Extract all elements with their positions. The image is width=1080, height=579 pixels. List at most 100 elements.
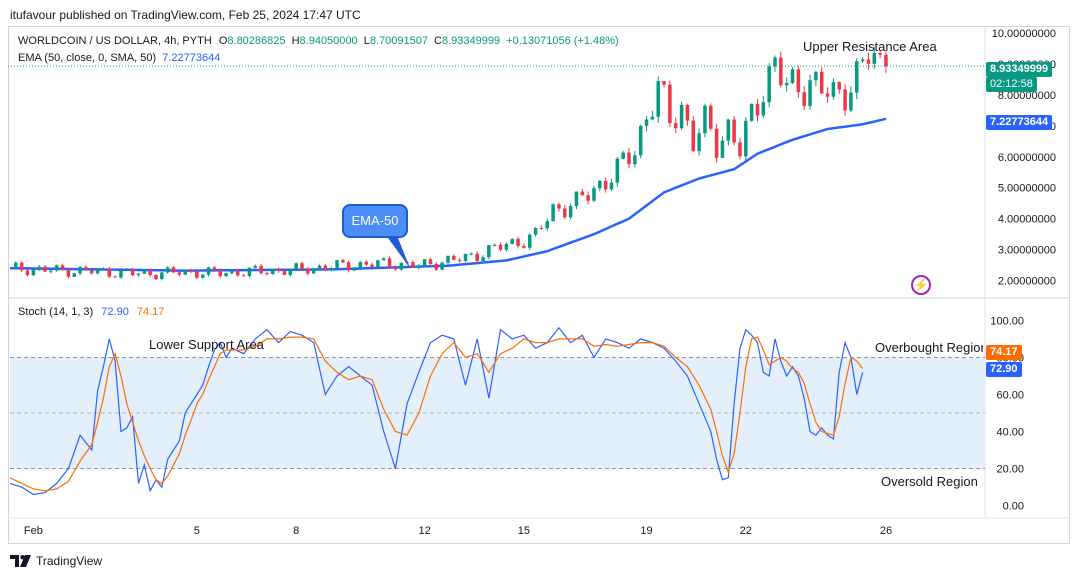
ema-callout-pointer [388, 238, 410, 268]
stoch-tick-label: 20.00 [996, 464, 1024, 476]
candle-body [417, 265, 421, 268]
candle-body [790, 69, 795, 83]
close-value: 8.93349999 [441, 35, 501, 47]
tradingview-logo-icon [10, 555, 31, 567]
candle-body [609, 182, 614, 190]
candle-body [230, 270, 234, 274]
candle-body [557, 204, 561, 209]
candle-body [224, 273, 228, 277]
candle-body [95, 268, 100, 274]
candle-body [872, 52, 877, 64]
candle-body [66, 269, 71, 277]
candle-body [300, 263, 304, 269]
candle-body [516, 238, 520, 246]
stoch-tick-label: 100.00 [990, 315, 1024, 327]
candle-body [200, 274, 205, 278]
tradingview-brand: TradingView [36, 554, 103, 568]
candle-body [510, 238, 514, 244]
low-value: 8.70091507 [369, 35, 428, 47]
stoch-k-legend-value: 72.90 [101, 306, 129, 318]
candle-body [276, 268, 281, 272]
candle-body [107, 268, 112, 277]
symbol-name: WORLDCOIN / US DOLLAR, 4h, PYTH [18, 35, 212, 47]
stoch-d-tag: 74.17 [986, 345, 1022, 360]
change-value: +0.13071056 (+1.48%) [506, 35, 619, 47]
candle-body [709, 105, 713, 129]
candle-body [177, 272, 182, 275]
candle-body [563, 208, 567, 218]
lightning-icon[interactable]: ⚡ [911, 275, 931, 295]
symbol-legend[interactable]: WORLDCOIN / US DOLLAR, 4h, PYTH O8.80286… [18, 35, 619, 47]
candle-body [603, 180, 608, 190]
stoch-legend[interactable]: Stoch (14, 1, 3) 72.90 74.17 [18, 306, 164, 318]
price-tick-label: 10.00000000 [992, 28, 1056, 40]
candle-body [49, 270, 53, 272]
candle-body [878, 52, 882, 55]
ema-50-line [10, 117, 887, 272]
candle-body [703, 105, 707, 134]
high-label: H [291, 35, 300, 47]
candle-body [866, 59, 871, 64]
time-tick-label: 12 [418, 525, 430, 537]
candle-body [463, 254, 468, 261]
open-label: O [218, 35, 228, 47]
price-tick-label: 4.00000000 [998, 214, 1056, 226]
price-tick-label: 3.00000000 [998, 245, 1056, 257]
price-tick-label: 8.00000000 [998, 90, 1056, 102]
candle-body [381, 258, 386, 261]
price-tick-label: 2.00000000 [998, 276, 1056, 288]
candle-body [271, 268, 275, 275]
oversold-label: Oversold Region [881, 474, 978, 489]
candle-body [113, 276, 117, 278]
candle-body [779, 57, 783, 86]
candle-body [148, 270, 152, 276]
candle-body [732, 119, 736, 143]
candle-body [668, 84, 672, 124]
time-axis[interactable]: Feb 5 8 12 15 19 22 26 [24, 525, 892, 537]
candle-body [446, 255, 450, 263]
candle-body [744, 120, 748, 157]
candle-body [825, 93, 830, 97]
candle-body [60, 265, 65, 270]
stoch-k-tag: 72.90 [986, 362, 1022, 377]
candle-body [195, 271, 199, 278]
overbought-label: Overbought Region [875, 340, 983, 355]
low-label: L [363, 35, 370, 47]
candle-body [306, 268, 310, 274]
stoch-band-layer [10, 356, 985, 470]
candle-body [457, 259, 462, 261]
candle-body [341, 260, 345, 263]
candle-body [697, 133, 701, 152]
candle-body [586, 195, 590, 201]
candle-body [819, 71, 824, 94]
footer[interactable]: TradingView [10, 554, 102, 568]
candle-body [54, 265, 59, 271]
time-tick-label: 26 [880, 525, 892, 537]
candle-body [487, 245, 491, 258]
published-by-header: itufavour published on TradingView.com, … [10, 8, 361, 22]
candle-body [183, 269, 187, 275]
candle-body [346, 262, 351, 271]
time-tick-label: 8 [293, 525, 299, 537]
candle-body [358, 261, 363, 269]
candle-body [767, 66, 771, 103]
candle-body [522, 245, 526, 248]
candle-body [855, 61, 859, 93]
candle-body [475, 253, 479, 261]
candle-body [673, 123, 678, 129]
time-tick-label: 22 [740, 525, 752, 537]
stoch-legend-label: Stoch (14, 1, 3) [18, 306, 94, 318]
time-tick-label: 5 [194, 525, 200, 537]
ema-legend[interactable]: EMA (50, close, 0, SMA, 50) 7.22773644 [18, 52, 220, 64]
candle-body [422, 259, 427, 266]
candle-body [78, 267, 82, 274]
high-value: 8.94050000 [299, 35, 358, 47]
candle-body [831, 82, 836, 97]
close-label: C [434, 35, 442, 47]
candle-body [714, 128, 719, 158]
candle-body [574, 191, 579, 207]
candle-body [638, 125, 643, 156]
candle-body [323, 265, 328, 271]
time-tick-label: Feb [24, 525, 43, 537]
